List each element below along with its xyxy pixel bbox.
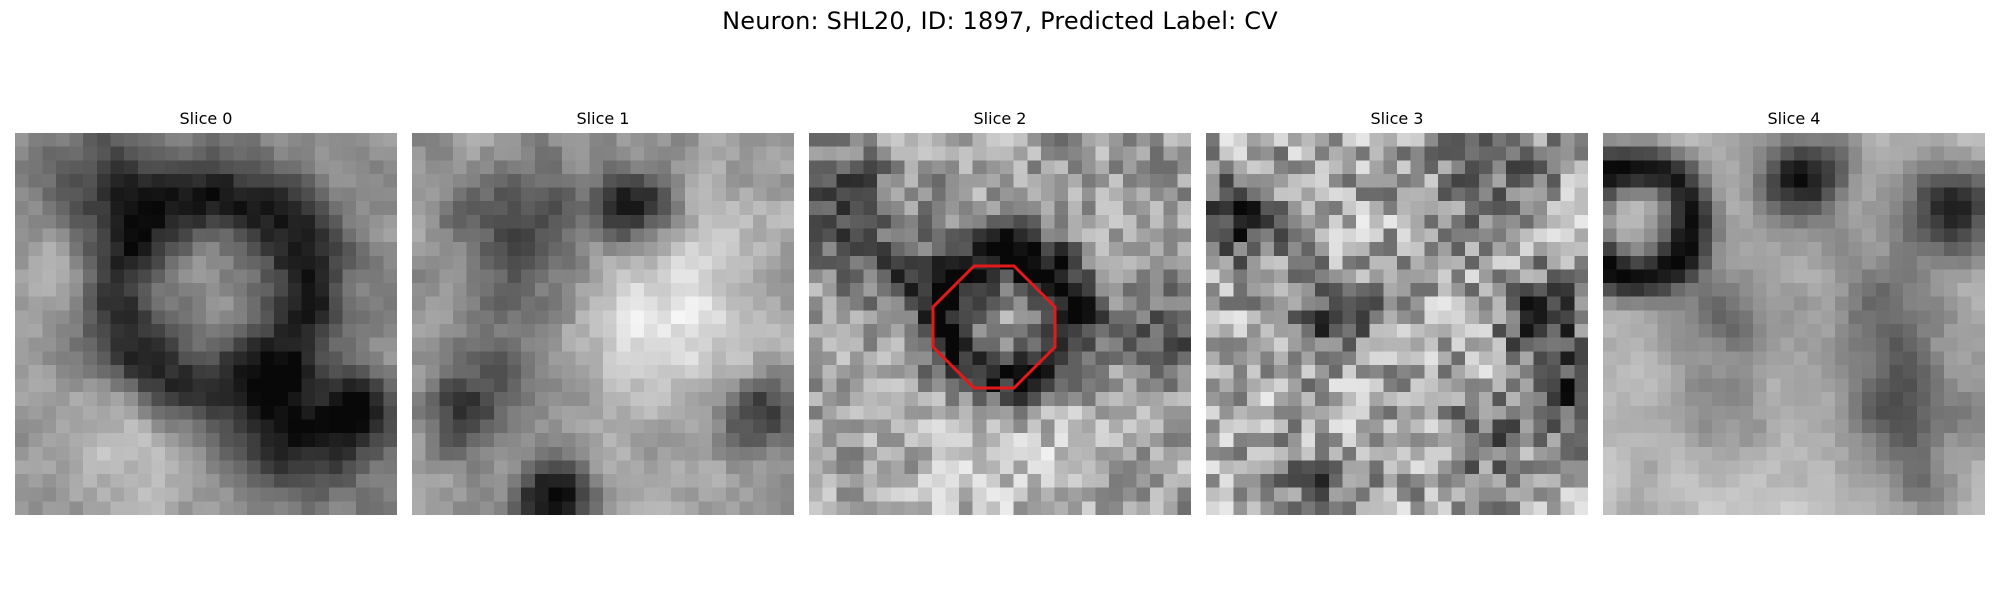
slice-image-2 <box>809 133 1191 515</box>
slice-image-0 <box>15 133 397 515</box>
slice-panel-2: Slice 2 <box>809 108 1191 515</box>
slice-image-4 <box>1603 133 1985 515</box>
slice-title: Slice 1 <box>576 109 630 128</box>
slice-image-1 <box>412 133 794 515</box>
slice-title: Slice 0 <box>179 109 233 128</box>
slice-title: Slice 3 <box>1370 109 1424 128</box>
slice-panel-0: Slice 0 <box>15 108 397 515</box>
slice-title: Slice 4 <box>1767 109 1821 128</box>
slice-panel-1: Slice 1 <box>412 108 794 515</box>
slice-image-3 <box>1206 133 1588 515</box>
roi-octagon-marker <box>931 264 1057 390</box>
slice-panel-4: Slice 4 <box>1603 108 1985 515</box>
slice-panel-3: Slice 3 <box>1206 108 1588 515</box>
figure-title: Neuron: SHL20, ID: 1897, Predicted Label… <box>722 7 1278 35</box>
slice-title: Slice 2 <box>973 109 1027 128</box>
